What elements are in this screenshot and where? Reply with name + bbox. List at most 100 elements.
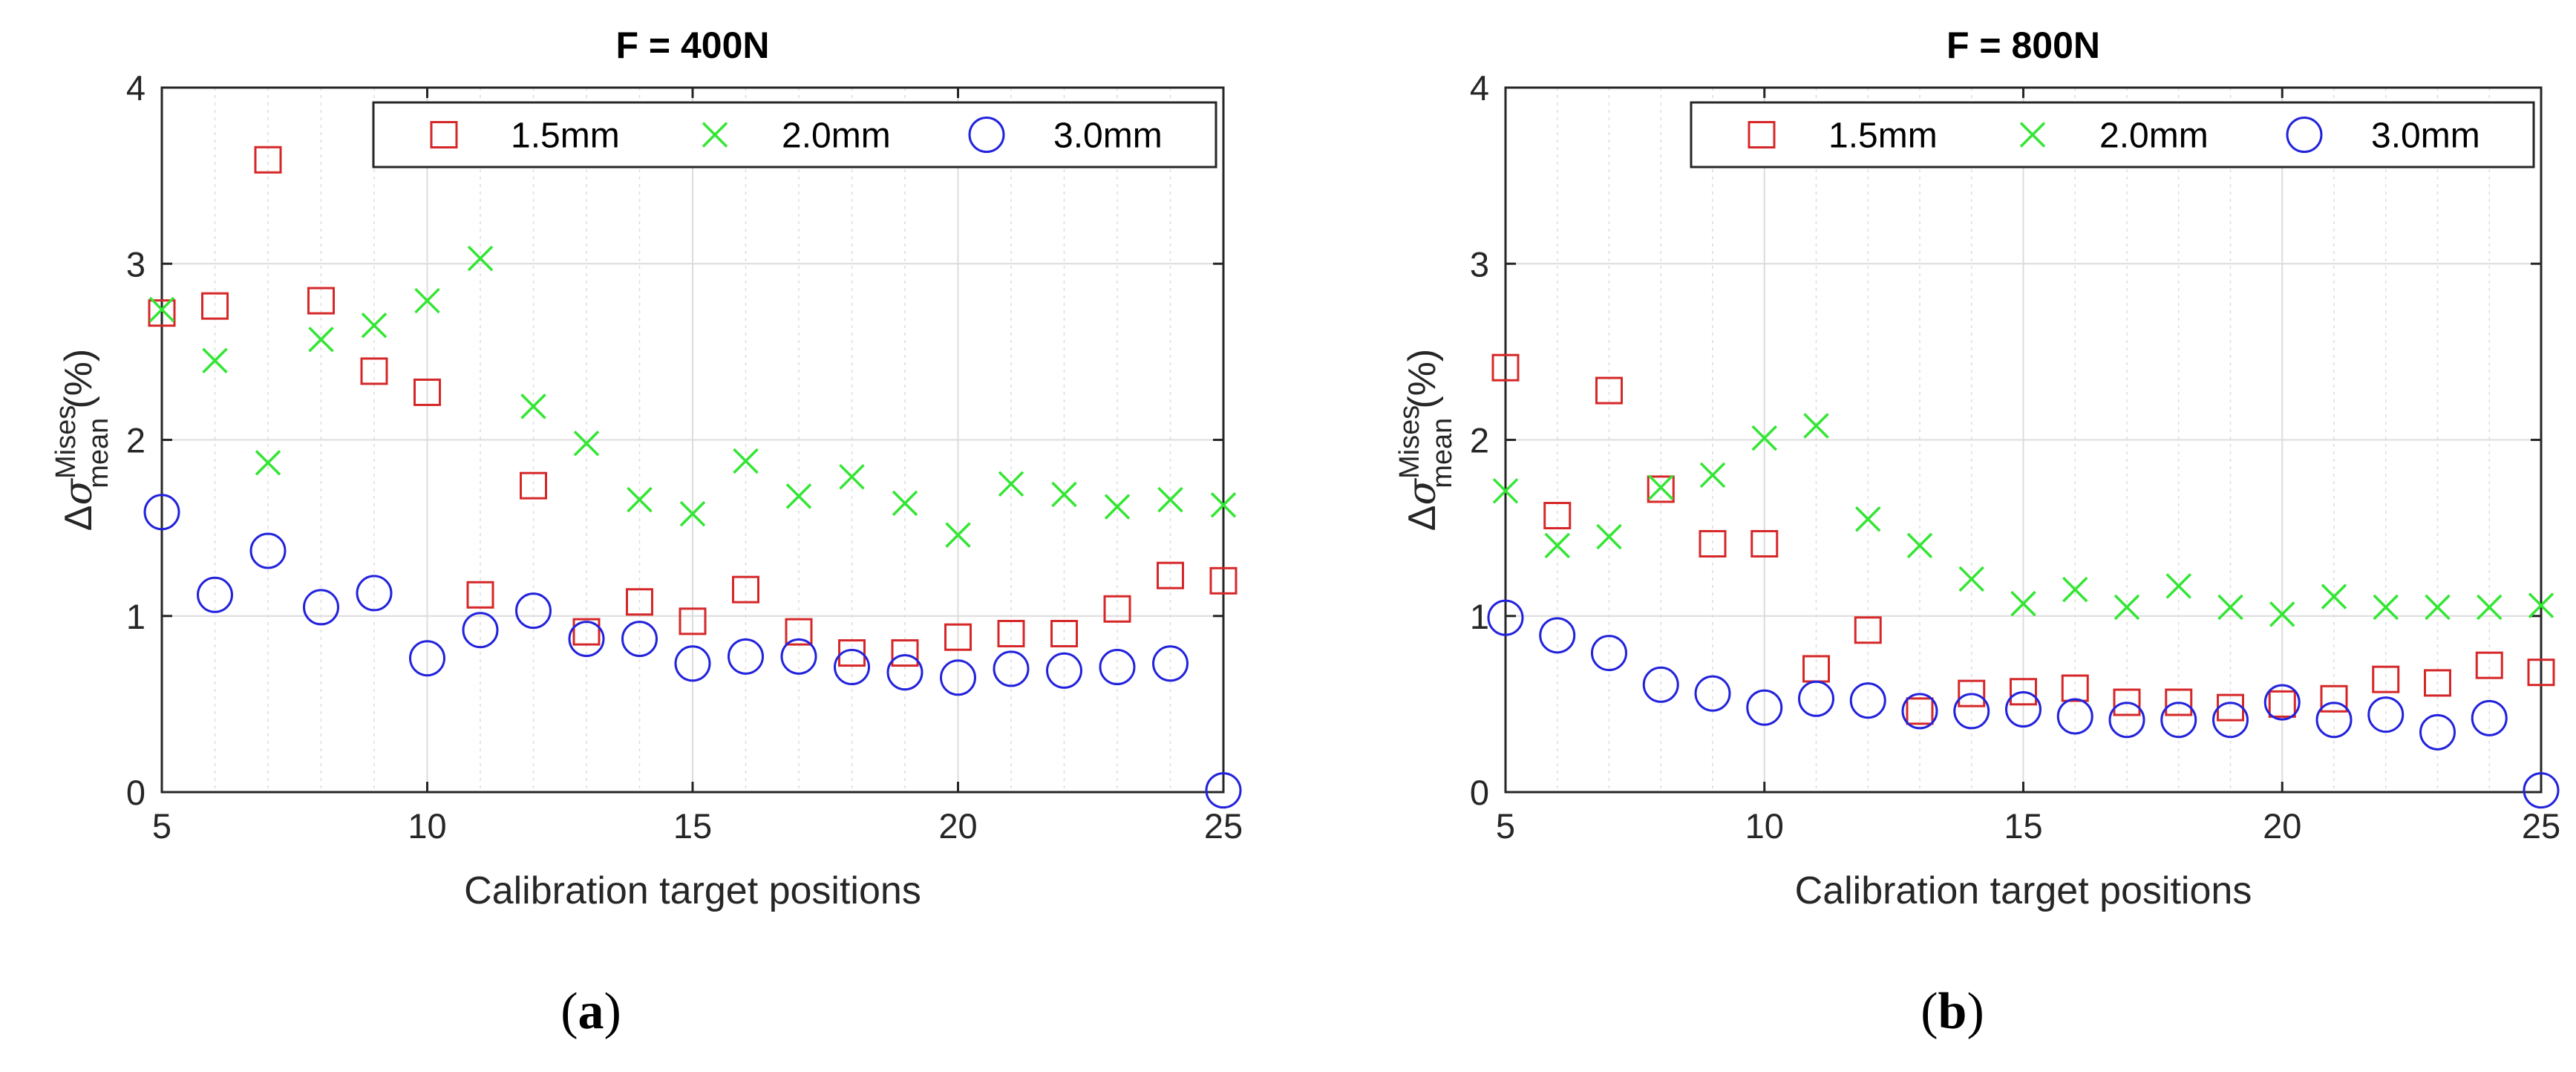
point-x (1104, 494, 1131, 520)
point-x (2373, 594, 2399, 621)
point-circle (1901, 693, 1938, 730)
point-circle (409, 640, 445, 677)
point-square (572, 618, 601, 646)
point-circle (834, 649, 870, 686)
point-square (1750, 529, 1779, 558)
point-square (1647, 475, 1675, 503)
ylabel-delta: Δ (57, 505, 100, 531)
x-tick-label: 15 (673, 806, 712, 846)
point-circle (1849, 682, 1886, 719)
y-tick-label: 1 (126, 597, 146, 636)
point-circle (2523, 772, 2560, 809)
point-x (1803, 413, 1829, 439)
point-circle (2315, 702, 2353, 739)
point-circle (303, 589, 339, 626)
chart-panel-1: 5 10 15 20 25 0 1 2 3 4 F = 400N Calibration target… (50, 24, 1243, 1040)
y-tick-label: 1 (1470, 597, 1489, 636)
point-square (2475, 651, 2503, 679)
point-circle (2160, 702, 2197, 739)
point-square (1050, 619, 1078, 647)
y-tick-label: 4 (126, 68, 146, 108)
point-circle (1642, 666, 1679, 703)
point-square (732, 575, 759, 604)
point-x (1544, 532, 1570, 559)
series-3.0mm (143, 494, 1242, 809)
x-tick-label: 20 (938, 806, 977, 846)
legend-marker-x (702, 122, 728, 148)
y-axis-label: ΔσMisesmean (%) (50, 349, 114, 531)
x-tick-label: 5 (152, 806, 171, 846)
point-x (1699, 462, 1726, 488)
point-circle (886, 654, 923, 691)
point-square (2527, 658, 2555, 687)
x-tick-label: 25 (1204, 806, 1243, 846)
legend-marker-x (2019, 122, 2046, 148)
x-tick-label: 20 (2263, 806, 2301, 846)
point-x (573, 431, 600, 457)
legend-marker-square (1748, 121, 1776, 148)
point-circle (568, 621, 605, 658)
chart-panel-2: 5 10 15 20 25 0 1 2 3 4 F = 800N Calibration target… (1394, 24, 2560, 1040)
point-square (1491, 353, 1520, 382)
ylabel-sigma: σ (1400, 477, 1445, 505)
point-x (2528, 592, 2554, 618)
point-circle (940, 659, 976, 696)
point-square (1543, 502, 1572, 530)
grid (1506, 88, 2541, 792)
point-square (413, 378, 441, 406)
ylabel-delta: Δ (1401, 505, 1444, 531)
data-points (1487, 353, 2560, 809)
point-square (2165, 688, 2193, 716)
point-square (2268, 690, 2296, 718)
y-tick-label: 3 (1470, 244, 1489, 284)
point-x (627, 486, 653, 513)
point-square (1906, 697, 1934, 725)
point-x (1751, 425, 1777, 451)
caption-open: ( (1920, 983, 1938, 1040)
x-axis-label: Calibration target positions (464, 869, 921, 912)
x-tick-label: 25 (2522, 806, 2560, 846)
y-tick-label: 4 (1470, 68, 1489, 108)
point-circle (249, 532, 287, 569)
point-x (2010, 590, 2036, 617)
point-circle (1539, 617, 1576, 654)
legend-box (1690, 101, 2535, 169)
point-square (1595, 376, 1623, 405)
y-tick-label: 3 (126, 244, 146, 284)
point-x (1855, 506, 1881, 532)
point-square (307, 287, 335, 315)
legend-marker-circle (2286, 117, 2323, 153)
legend-marker-square (430, 121, 458, 148)
point-x (1157, 486, 1183, 513)
point-square (1157, 561, 1184, 589)
point-square (360, 357, 388, 385)
point-square (201, 292, 229, 320)
legend-label: 2.0mm (782, 117, 891, 156)
data-points (143, 146, 1242, 809)
point-circle (1046, 652, 1082, 689)
point-x (1958, 566, 1984, 592)
x-tick-label: 5 (1496, 806, 1515, 846)
point-x (361, 313, 388, 339)
point-x (148, 296, 175, 323)
panel-caption: (a) (560, 983, 621, 1040)
panel-caption: (b) (1920, 983, 1984, 1040)
point-x (839, 464, 865, 490)
x-axis-label: Calibration target positions (1795, 869, 2252, 912)
point-square (1958, 679, 1986, 707)
point-circle (1487, 599, 1524, 636)
series-2.0mm (1492, 413, 2554, 627)
series-2.0mm (148, 245, 1237, 548)
ylabel-superscript: Mises (1394, 405, 1425, 479)
caption-close: ) (1967, 983, 1984, 1040)
point-square (679, 607, 707, 635)
point-circle (356, 575, 393, 612)
y-axis-label: ΔσMisesmean (%) (1394, 349, 1458, 531)
series-3.0mm (1487, 599, 2560, 809)
point-circle (515, 592, 552, 630)
point-x (255, 450, 281, 476)
point-circle (728, 638, 764, 675)
point-x (414, 287, 440, 314)
point-x (945, 522, 971, 548)
